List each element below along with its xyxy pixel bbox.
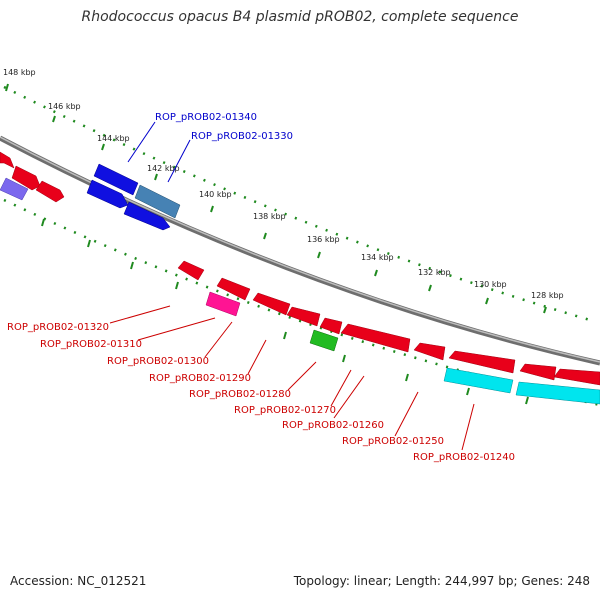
scale-label: 134 kbp: [361, 253, 394, 262]
gene-arrow-red[interactable]: [35, 180, 65, 203]
gene-arrow-blue[interactable]: [123, 201, 171, 231]
gene-arrow-steel[interactable]: [134, 184, 181, 219]
gene-label[interactable]: ROP_pROB02-01320: [7, 322, 109, 333]
gene-label[interactable]: ROP_pROB02-01330: [191, 131, 293, 142]
gene-arrow-green[interactable]: [309, 329, 339, 352]
gene-arrow-red[interactable]: [340, 323, 411, 353]
outer-major-ticks: [5, 83, 547, 314]
gene-arrow-red[interactable]: [252, 292, 291, 316]
map-title: Rhodococcus opacus B4 plasmid pROB02, co…: [81, 9, 519, 25]
gene-arrow-red[interactable]: [11, 165, 41, 191]
gene-arrow-red[interactable]: [553, 368, 600, 386]
gene-label[interactable]: ROP_pROB02-01290: [149, 373, 251, 384]
scale-label: 128 kbp: [531, 291, 564, 300]
gene-label[interactable]: ROP_pROB02-01310: [40, 339, 142, 350]
gene-label[interactable]: ROP_pROB02-01260: [282, 420, 384, 431]
gene-arrow-cyan[interactable]: [443, 367, 514, 394]
topology-summary: Topology: linear; Length: 244,997 bp; Ge…: [293, 574, 590, 588]
accession-text: Accession: NC_012521: [10, 574, 147, 588]
scale-label: 148 kbp: [3, 68, 36, 77]
forward-gene-labels: ROP_pROB02-01340 ROP_pROB02-01330: [155, 112, 293, 142]
gene-label[interactable]: ROP_pROB02-01340: [155, 112, 257, 123]
forward-leader-lines: [127, 121, 191, 183]
scale-label: 132 kbp: [418, 268, 451, 277]
gene-arrow-red[interactable]: [519, 363, 557, 381]
forward-genes: [0, 151, 181, 231]
scale-label: 138 kbp: [253, 212, 286, 221]
gene-arrow-slate[interactable]: [0, 177, 29, 201]
gene-label[interactable]: ROP_pROB02-01270: [234, 405, 336, 416]
gene-arrow-red[interactable]: [286, 306, 321, 327]
gene-arrow-red[interactable]: [448, 350, 516, 374]
inner-scale-ring: [3, 198, 600, 407]
reverse-leader-lines: [109, 305, 475, 451]
gene-arrow-blue[interactable]: [86, 179, 129, 209]
scale-label: 146 kbp: [48, 102, 81, 111]
gene-arrow-red[interactable]: [0, 151, 15, 169]
reverse-genes: [177, 260, 600, 405]
scale-labels: 148 kbp 146 kbp 144 kbp 142 kbp 140 kbp …: [3, 68, 564, 300]
gene-arrow-cyan[interactable]: [515, 381, 600, 405]
gene-label[interactable]: ROP_pROB02-01240: [413, 452, 515, 463]
gene-label[interactable]: ROP_pROB02-01280: [189, 389, 291, 400]
scale-label: 142 kbp: [147, 164, 180, 173]
gene-arrow-red[interactable]: [216, 277, 251, 301]
scale-label: 136 kbp: [307, 235, 340, 244]
gene-arrow-red[interactable]: [319, 317, 343, 335]
gene-arrow-red[interactable]: [177, 260, 205, 281]
scale-label: 144 kbp: [97, 134, 130, 143]
gene-label[interactable]: ROP_pROB02-01250: [342, 436, 444, 447]
backbone-arc-highlight: [0, 136, 600, 363]
gene-label[interactable]: ROP_pROB02-01300: [107, 356, 209, 367]
gene-arrow-red[interactable]: [413, 342, 446, 361]
backbone-arc: [0, 135, 600, 366]
gene-arrow-pink[interactable]: [205, 291, 241, 317]
scale-label: 130 kbp: [474, 280, 507, 289]
reverse-gene-labels: ROP_pROB02-01320 ROP_pROB02-01310 ROP_pR…: [7, 322, 515, 463]
gene-arrow-blue[interactable]: [93, 163, 139, 196]
scale-label: 140 kbp: [199, 190, 232, 199]
